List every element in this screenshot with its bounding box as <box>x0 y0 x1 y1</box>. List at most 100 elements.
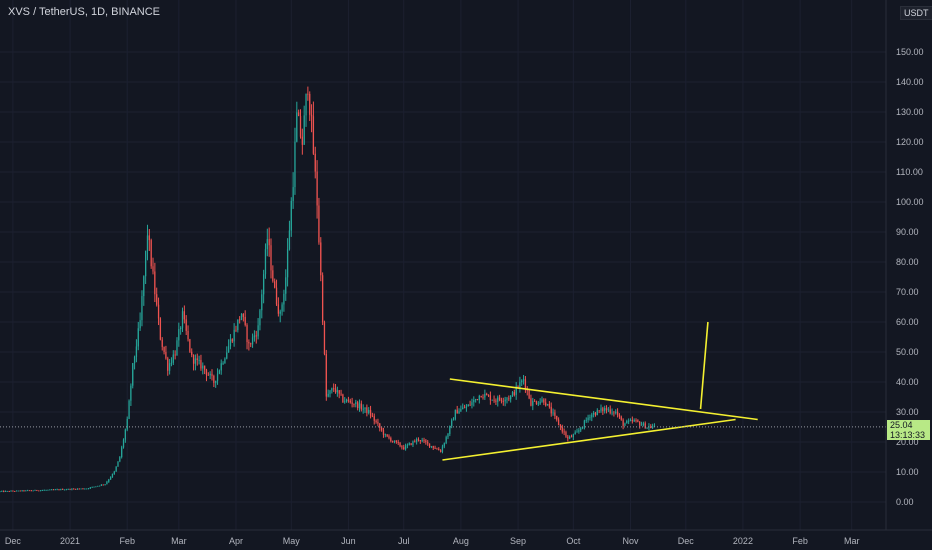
y-tick-label: 130.00 <box>896 107 924 117</box>
candle-body <box>329 390 331 394</box>
candle-body <box>452 419 455 421</box>
candle-body <box>543 399 545 403</box>
candle-body <box>474 399 477 400</box>
candle-body <box>25 490 27 492</box>
candle-body <box>78 488 80 490</box>
candle-body <box>239 319 241 321</box>
candle-body <box>489 395 492 401</box>
candle-body <box>310 114 313 117</box>
candle-body <box>521 380 523 383</box>
candle-body <box>423 440 425 442</box>
x-tick-label: Jun <box>341 536 356 546</box>
x-tick-label: Aug <box>453 536 469 546</box>
candle-body <box>49 489 51 491</box>
candle-body <box>307 93 309 95</box>
candle-body <box>395 440 398 442</box>
candle-body <box>414 441 416 443</box>
candle-body <box>388 436 390 439</box>
candle-body <box>379 423 381 428</box>
candle-body <box>50 489 53 491</box>
candle-body <box>65 489 68 491</box>
candle-body <box>303 115 305 145</box>
last-price-tag: 25.04 13:13:33 <box>887 420 930 440</box>
candle-body <box>393 440 396 442</box>
candle-body <box>572 434 574 438</box>
candle-body <box>478 395 480 400</box>
candle-body <box>445 437 447 444</box>
candle-body <box>156 294 158 305</box>
candle-body <box>415 439 418 442</box>
candles[interactable] <box>0 86 656 493</box>
candle-body <box>168 363 171 371</box>
candle-body <box>622 419 624 426</box>
candle-body <box>541 399 543 402</box>
candle-body <box>473 399 475 403</box>
candle-body <box>95 486 97 488</box>
candle-body <box>17 490 20 492</box>
candle-body <box>205 369 208 375</box>
candle-body <box>574 432 576 435</box>
candle-body <box>19 490 21 492</box>
candle-body <box>102 484 104 486</box>
price-axis[interactable]: 0.00 10.00 20.00 30.00 40.00 50.00 60.00 70.00 8… <box>885 0 932 550</box>
candle-body <box>567 436 569 439</box>
candle-body <box>537 403 539 405</box>
symbol-title[interactable]: XVS / TetherUS, 1D, BINANCE <box>8 6 161 18</box>
candle-body <box>351 402 353 404</box>
triangle-lower-trendline[interactable] <box>442 418 736 461</box>
candle-body <box>323 322 326 354</box>
x-tick-label: Mar <box>844 536 860 546</box>
candle-body <box>43 490 45 491</box>
candle-body <box>331 388 333 391</box>
candle-body <box>545 402 547 406</box>
x-tick-label: Mar <box>171 536 187 546</box>
candle-body <box>216 373 219 381</box>
quote-currency-label: USDT <box>900 6 932 20</box>
candle-body <box>347 399 350 401</box>
candle-body <box>517 386 519 388</box>
candle-body <box>312 116 315 154</box>
x-tick-label: Apr <box>229 536 243 546</box>
candle-body <box>530 398 532 406</box>
candle-body <box>616 411 619 415</box>
candle-body <box>41 490 44 491</box>
candle-body <box>353 403 355 405</box>
candle-body <box>213 375 215 383</box>
candle-body <box>556 415 558 420</box>
candle-body <box>428 443 431 447</box>
candle-body <box>248 342 250 344</box>
candle-body <box>106 481 108 485</box>
candle-body <box>141 296 143 321</box>
time-axis[interactable]: Dec 2021 Feb Mar Apr May Jun Jul Aug Sep Oct Nov Dec… <box>0 529 932 546</box>
candle-body <box>255 335 257 337</box>
candle-body <box>23 490 25 492</box>
x-tick-label: 2021 <box>60 536 80 546</box>
candle-body <box>189 339 191 352</box>
candle-body <box>565 432 567 437</box>
candle-body <box>157 304 160 319</box>
candle-body <box>109 477 112 480</box>
candle-body <box>607 409 610 411</box>
candle-body <box>268 239 270 246</box>
candle-body <box>528 390 530 399</box>
candle-body <box>371 415 374 417</box>
breakout-projection-line[interactable] <box>699 321 709 410</box>
candle-body <box>458 411 460 414</box>
candle-body <box>604 408 606 412</box>
price-axis-bg <box>886 0 932 550</box>
candle-body <box>137 328 139 347</box>
candle-body <box>148 235 150 241</box>
candle-body <box>62 489 64 490</box>
drawings[interactable] <box>0 321 886 461</box>
candle-body <box>150 240 152 267</box>
candle-body <box>515 386 517 395</box>
candle-body <box>321 275 324 323</box>
candle-body <box>419 440 421 442</box>
triangle-upper-trendline[interactable] <box>449 378 758 421</box>
candle-body <box>451 420 453 427</box>
candle-body <box>360 403 362 410</box>
candle-body <box>32 490 34 492</box>
candle-body <box>482 397 484 399</box>
